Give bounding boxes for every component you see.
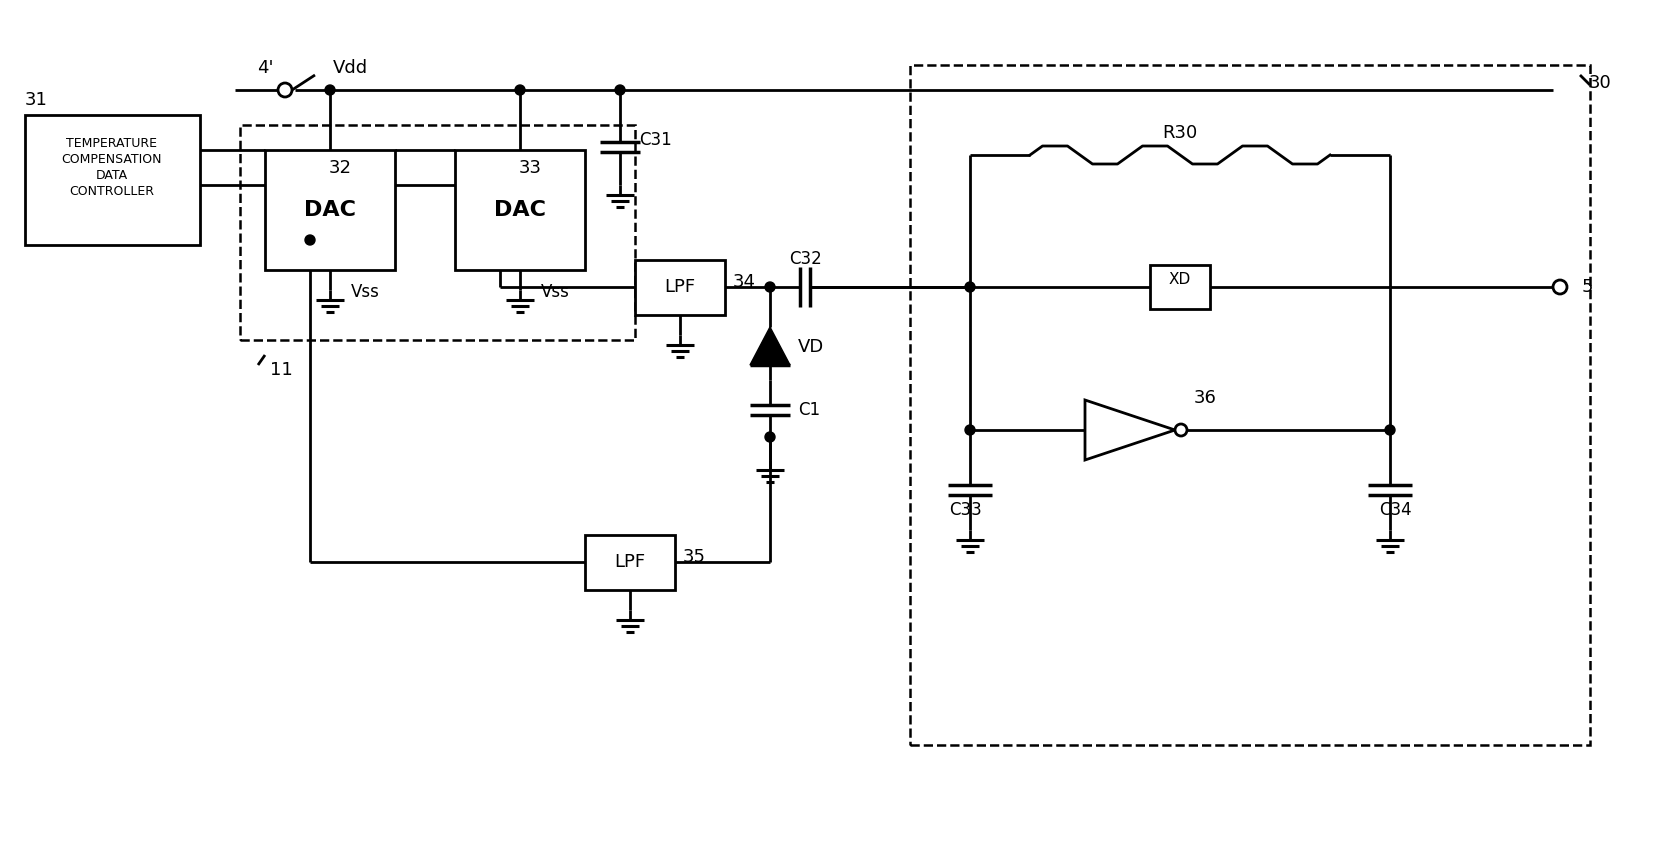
Text: TEMPERATURE: TEMPERATURE bbox=[66, 136, 158, 150]
Text: C33: C33 bbox=[949, 501, 982, 519]
Text: CONTROLLER: CONTROLLER bbox=[70, 185, 154, 197]
Text: DATA: DATA bbox=[96, 169, 128, 181]
Text: XD: XD bbox=[1170, 272, 1191, 286]
Text: DAC: DAC bbox=[494, 200, 546, 220]
Text: Vss: Vss bbox=[541, 283, 569, 301]
Text: 34: 34 bbox=[733, 273, 757, 291]
Circle shape bbox=[615, 85, 625, 95]
Text: VD: VD bbox=[798, 338, 825, 356]
Bar bbox=[1150, 265, 1209, 309]
Text: 32: 32 bbox=[328, 159, 352, 177]
Text: LPF: LPF bbox=[665, 278, 695, 296]
Text: 30: 30 bbox=[1589, 74, 1611, 92]
Bar bbox=[455, 150, 586, 270]
Text: DAC: DAC bbox=[304, 200, 357, 220]
Text: C31: C31 bbox=[639, 131, 672, 149]
Bar bbox=[265, 150, 395, 270]
Text: 11: 11 bbox=[270, 361, 292, 379]
Text: Vdd: Vdd bbox=[332, 59, 368, 77]
Bar bbox=[635, 260, 725, 315]
Text: Vss: Vss bbox=[350, 283, 380, 301]
Text: C32: C32 bbox=[788, 250, 821, 268]
Text: 33: 33 bbox=[519, 159, 541, 177]
Circle shape bbox=[1385, 425, 1395, 435]
Text: 5: 5 bbox=[1583, 278, 1594, 296]
Circle shape bbox=[325, 85, 335, 95]
Bar bbox=[25, 115, 201, 245]
Polygon shape bbox=[750, 327, 790, 365]
Text: 36: 36 bbox=[1193, 389, 1216, 407]
Text: C34: C34 bbox=[1379, 501, 1412, 519]
Circle shape bbox=[765, 432, 775, 442]
Circle shape bbox=[514, 85, 524, 95]
Bar bbox=[586, 535, 675, 590]
Bar bbox=[911, 65, 1589, 745]
Text: C1: C1 bbox=[798, 401, 820, 419]
Circle shape bbox=[966, 282, 975, 292]
Text: 4': 4' bbox=[257, 59, 274, 77]
Bar bbox=[241, 125, 635, 340]
Text: 31: 31 bbox=[25, 91, 48, 109]
Text: COMPENSATION: COMPENSATION bbox=[61, 152, 163, 165]
Circle shape bbox=[765, 282, 775, 292]
Text: 35: 35 bbox=[684, 548, 707, 566]
Text: LPF: LPF bbox=[614, 553, 645, 571]
Circle shape bbox=[966, 425, 975, 435]
Circle shape bbox=[305, 235, 315, 245]
Text: R30: R30 bbox=[1163, 124, 1198, 142]
